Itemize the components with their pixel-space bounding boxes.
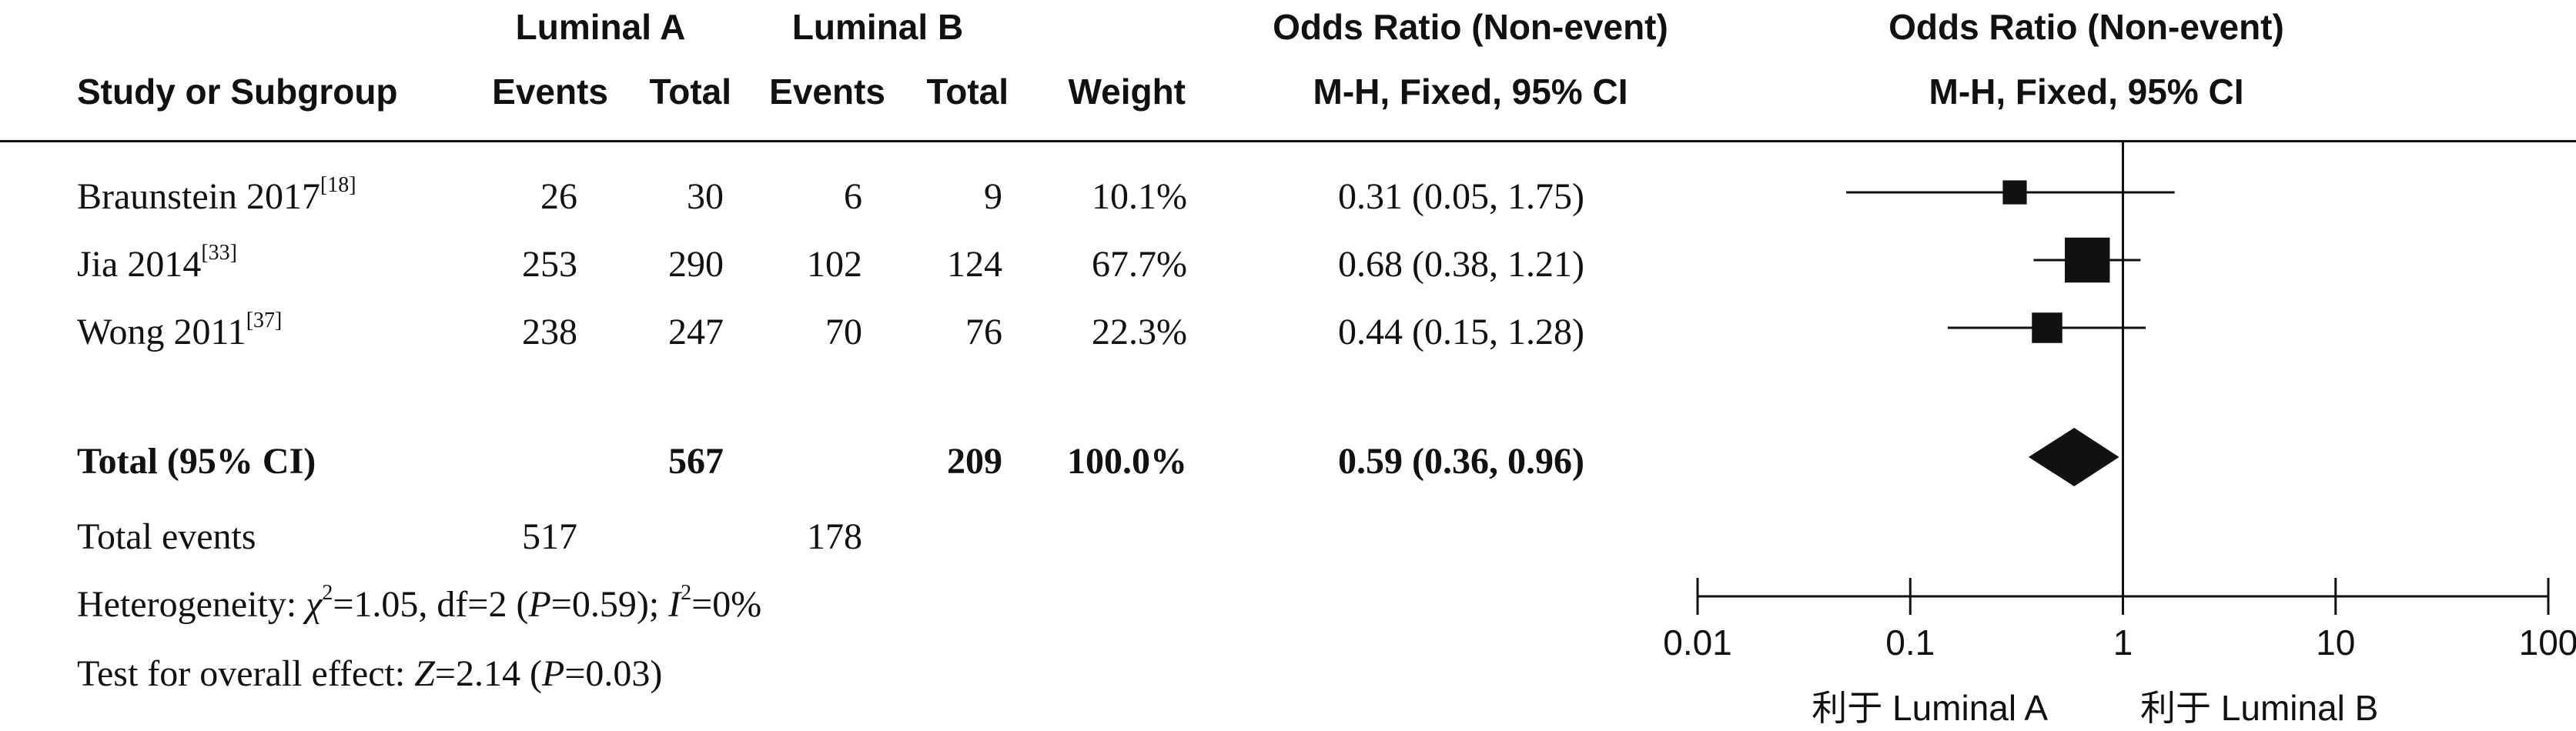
- weight: 22.3%: [1092, 312, 1187, 352]
- events-b: 6: [844, 176, 862, 217]
- study-column-header: Study or Subgroup: [77, 72, 398, 112]
- total-b: 209: [947, 441, 1002, 482]
- total-b: 9: [984, 176, 1002, 217]
- total-a: 290: [668, 244, 724, 285]
- x-tick-label: 1: [2113, 623, 2133, 663]
- x-tick-label: 0.1: [1885, 623, 1935, 663]
- total-b: 76: [965, 312, 1002, 352]
- total-b-header: Total: [926, 72, 1009, 112]
- study-point-marker: [2065, 237, 2110, 283]
- study-ref: [37]: [246, 309, 283, 332]
- x-tick-label: 100: [2518, 623, 2576, 663]
- total-b: 124: [947, 244, 1002, 285]
- study-point-marker: [2032, 312, 2062, 343]
- plot-method-header: M-H, Fixed, 95% CI: [1929, 72, 2244, 112]
- total-a-header: Total: [649, 72, 731, 112]
- total-events-b: 178: [807, 516, 862, 557]
- events-a-header: Events: [492, 72, 608, 112]
- or-ci-text: 0.31 (0.05, 1.75): [1338, 176, 1584, 217]
- events-a: 238: [522, 312, 577, 352]
- total-label: Total (95% CI): [77, 441, 316, 482]
- favours-left-label: 利于 Luminal A: [1812, 688, 2048, 728]
- events-b-header: Events: [769, 72, 885, 112]
- x-tick-label: 0.01: [1663, 623, 1732, 663]
- total-or-text: 0.59 (0.36, 0.96): [1338, 441, 1584, 482]
- header-divider: [0, 140, 2576, 142]
- favours-right-label: 利于 Luminal B: [2140, 688, 2379, 728]
- study-name: Jia 2014[33]: [77, 241, 237, 285]
- group-b-header: Luminal B: [791, 7, 964, 47]
- plot-title: Odds Ratio (Non-event): [1889, 7, 2284, 47]
- events-a: 26: [540, 176, 577, 217]
- total-weight: 100.0%: [1067, 441, 1187, 482]
- x-tick-label: 10: [2316, 623, 2356, 663]
- events-b: 70: [825, 312, 862, 352]
- weight: 67.7%: [1092, 244, 1187, 285]
- pooled-diamond: [2028, 428, 2119, 486]
- or-method-header: M-H, Fixed, 95% CI: [1313, 72, 1628, 112]
- study-ref: [33]: [201, 241, 237, 265]
- events-b: 102: [807, 244, 862, 285]
- or-ci-text: 0.68 (0.38, 1.21): [1338, 244, 1584, 285]
- heterogeneity-line: Heterogeneity: χ2=1.05, df=2 (P=0.59); I…: [77, 581, 762, 626]
- events-a: 253: [522, 244, 577, 285]
- weight-header: Weight: [1068, 72, 1186, 112]
- study-name: Wong 2011[37]: [77, 309, 283, 353]
- study-name: Braunstein 2017[18]: [77, 173, 356, 218]
- weight: 10.1%: [1092, 176, 1187, 217]
- total-a: 567: [668, 441, 724, 482]
- study-ref: [18]: [319, 173, 356, 197]
- study-point-marker: [2002, 180, 2027, 205]
- or-ci-text: 0.44 (0.15, 1.28): [1338, 312, 1584, 352]
- total-events-label: Total events: [77, 516, 256, 557]
- group-a-header: Luminal A: [515, 7, 686, 47]
- total-events-a: 517: [522, 516, 577, 557]
- total-a: 247: [668, 312, 724, 352]
- or-column-title: Odds Ratio (Non-event): [1273, 7, 1668, 47]
- total-a: 30: [687, 176, 724, 217]
- overall-effect-line: Test for overall effect: Z=2.14 (P=0.03): [77, 653, 663, 694]
